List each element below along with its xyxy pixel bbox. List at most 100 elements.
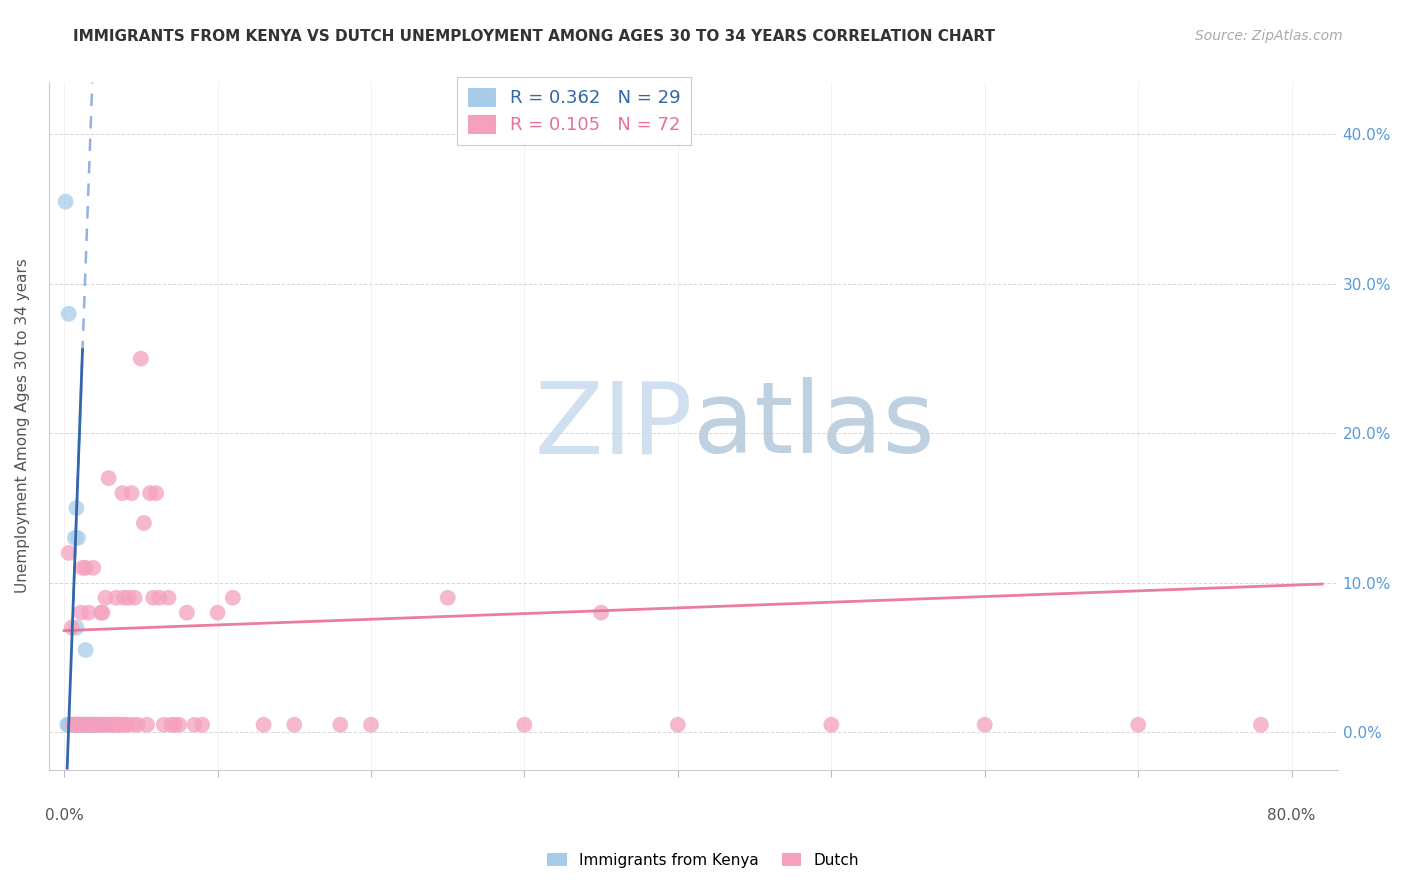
Point bbox=[820, 718, 842, 732]
Point bbox=[167, 718, 190, 732]
Point bbox=[91, 718, 114, 732]
Point bbox=[56, 718, 79, 732]
Point bbox=[129, 351, 152, 366]
Point bbox=[93, 718, 115, 732]
Point bbox=[63, 531, 86, 545]
Point bbox=[67, 718, 90, 732]
Legend: R = 0.362   N = 29, R = 0.105   N = 72: R = 0.362 N = 29, R = 0.105 N = 72 bbox=[457, 78, 692, 145]
Point bbox=[360, 718, 382, 732]
Point bbox=[252, 718, 274, 732]
Point bbox=[67, 718, 90, 732]
Point bbox=[58, 718, 80, 732]
Text: ZIP: ZIP bbox=[534, 377, 693, 475]
Point bbox=[73, 718, 96, 732]
Point bbox=[283, 718, 305, 732]
Point bbox=[96, 718, 118, 732]
Point bbox=[107, 718, 129, 732]
Point bbox=[105, 591, 128, 605]
Point bbox=[222, 591, 245, 605]
Point bbox=[124, 591, 146, 605]
Point bbox=[66, 718, 89, 732]
Point bbox=[72, 718, 94, 732]
Point bbox=[145, 486, 167, 500]
Point bbox=[75, 561, 97, 575]
Point bbox=[63, 718, 86, 732]
Point bbox=[108, 718, 131, 732]
Point bbox=[76, 718, 98, 732]
Point bbox=[73, 718, 96, 732]
Point bbox=[65, 621, 87, 635]
Point bbox=[91, 606, 114, 620]
Text: 0.0%: 0.0% bbox=[45, 808, 83, 823]
Point bbox=[62, 718, 84, 732]
Point bbox=[60, 718, 83, 732]
Text: 80.0%: 80.0% bbox=[1267, 808, 1316, 823]
Point bbox=[183, 718, 205, 732]
Point bbox=[62, 718, 84, 732]
Point bbox=[148, 591, 170, 605]
Point bbox=[86, 718, 108, 732]
Point bbox=[513, 718, 536, 732]
Point bbox=[110, 718, 132, 732]
Point bbox=[973, 718, 995, 732]
Text: atlas: atlas bbox=[693, 377, 935, 475]
Point bbox=[103, 718, 125, 732]
Point bbox=[97, 471, 120, 485]
Point bbox=[58, 307, 80, 321]
Point bbox=[121, 486, 143, 500]
Point bbox=[58, 546, 80, 560]
Point bbox=[60, 621, 83, 635]
Point bbox=[62, 718, 84, 732]
Point bbox=[127, 718, 149, 732]
Point bbox=[67, 718, 90, 732]
Point bbox=[111, 486, 134, 500]
Point bbox=[70, 606, 93, 620]
Point bbox=[94, 591, 117, 605]
Point bbox=[136, 718, 159, 732]
Point bbox=[55, 194, 77, 209]
Point bbox=[153, 718, 176, 732]
Point bbox=[142, 591, 165, 605]
Point bbox=[80, 718, 103, 732]
Point bbox=[132, 516, 155, 530]
Point bbox=[117, 591, 139, 605]
Point bbox=[59, 718, 82, 732]
Point bbox=[591, 606, 613, 620]
Point bbox=[66, 531, 89, 545]
Point bbox=[82, 561, 104, 575]
Point bbox=[77, 718, 100, 732]
Point bbox=[157, 591, 180, 605]
Point bbox=[98, 718, 121, 732]
Point bbox=[104, 718, 127, 732]
Point bbox=[1250, 718, 1272, 732]
Point bbox=[176, 606, 198, 620]
Point bbox=[115, 718, 138, 732]
Point bbox=[83, 718, 105, 732]
Point bbox=[77, 606, 100, 620]
Point bbox=[65, 501, 87, 516]
Point bbox=[76, 718, 98, 732]
Y-axis label: Unemployment Among Ages 30 to 34 years: Unemployment Among Ages 30 to 34 years bbox=[15, 259, 30, 593]
Point bbox=[80, 718, 103, 732]
Point bbox=[83, 718, 105, 732]
Point bbox=[65, 718, 87, 732]
Point bbox=[666, 718, 689, 732]
Point bbox=[60, 718, 83, 732]
Point bbox=[100, 718, 122, 732]
Point bbox=[112, 591, 135, 605]
Text: Source: ZipAtlas.com: Source: ZipAtlas.com bbox=[1195, 29, 1343, 44]
Point bbox=[139, 486, 162, 500]
Point bbox=[66, 718, 89, 732]
Point bbox=[79, 718, 101, 732]
Point bbox=[207, 606, 229, 620]
Point bbox=[160, 718, 183, 732]
Point bbox=[90, 606, 112, 620]
Point bbox=[163, 718, 186, 732]
Point bbox=[122, 718, 145, 732]
Point bbox=[114, 718, 136, 732]
Legend: Immigrants from Kenya, Dutch: Immigrants from Kenya, Dutch bbox=[538, 845, 868, 875]
Point bbox=[1128, 718, 1150, 732]
Point bbox=[72, 561, 94, 575]
Point bbox=[75, 643, 97, 657]
Point bbox=[67, 718, 90, 732]
